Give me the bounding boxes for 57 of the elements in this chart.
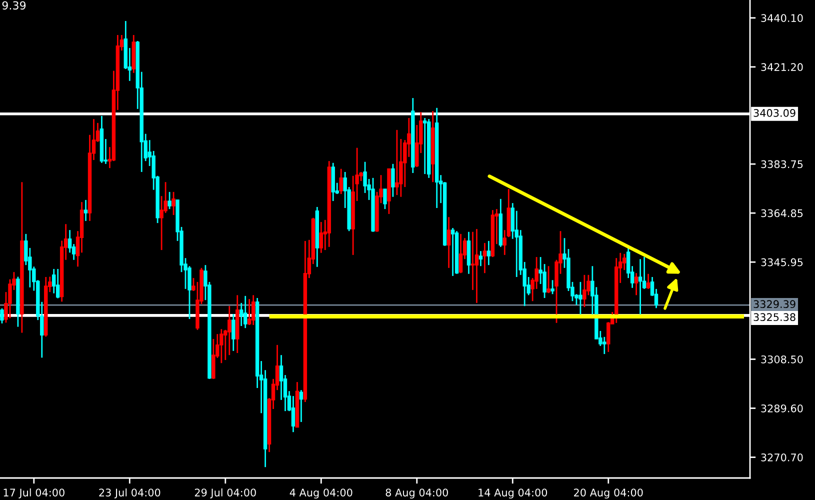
- candlestick: [243, 295, 248, 329]
- candlestick: [450, 227, 455, 277]
- candlestick: [251, 294, 256, 326]
- candlestick: [486, 240, 491, 266]
- annotation: 9.39: [2, 1, 26, 10]
- candlestick: [0, 308, 4, 324]
- candlestick: [84, 199, 88, 222]
- x-tick-label: 29 Jul 04:00: [194, 488, 256, 498]
- candlestick: [578, 281, 582, 317]
- x-tick-label: 4 Aug 04:00: [290, 488, 352, 498]
- candlestick: [606, 321, 610, 353]
- candlestick: [172, 191, 176, 216]
- candlestick: [423, 117, 427, 175]
- y-tick-label: 3270.70: [761, 453, 803, 462]
- candlestick: [228, 305, 232, 356]
- candlestick: [212, 338, 216, 380]
- candlestick: [474, 228, 479, 304]
- y-tick-label: 3289.60: [761, 404, 803, 412]
- candlestick: [478, 250, 483, 267]
- candlestick: [582, 274, 586, 308]
- y-tick-label: 3308.50: [761, 355, 803, 364]
- candlestick: [383, 188, 387, 210]
- candlestick: [220, 328, 224, 364]
- candlestick: [446, 216, 451, 269]
- y-tick-label: 3345.95: [761, 258, 803, 266]
- candlestick: [546, 265, 550, 294]
- ref-line-label: 3329.39: [754, 300, 796, 308]
- candlestick: [168, 191, 172, 210]
- x-tick-label: 20 Aug 04:00: [574, 488, 643, 498]
- candlestick: [395, 129, 399, 196]
- ref-line-label: 3325.38: [754, 313, 796, 322]
- candlestick: [646, 273, 650, 290]
- y-tick-label: 3421.20: [761, 63, 803, 72]
- candlestick: [52, 268, 56, 294]
- candlestick: [634, 272, 638, 296]
- candlestick: [550, 279, 554, 295]
- candlestick: [391, 163, 395, 198]
- candlestick: [232, 313, 236, 352]
- candlestick: [56, 268, 60, 299]
- x-tick-label: 8 Aug 04:00: [386, 488, 448, 498]
- y-tick-label: 3364.85: [761, 209, 803, 218]
- candlestick: [319, 221, 323, 254]
- candlestick: [638, 258, 642, 317]
- candlestick: [299, 389, 304, 423]
- candlestick: [470, 231, 475, 291]
- candlestick: [458, 233, 463, 274]
- x-tick-label: 23 Jul 04:00: [99, 488, 160, 498]
- x-tick-label: 14 Aug 04:00: [478, 488, 548, 498]
- candlestick: [602, 336, 606, 355]
- candlestick: [482, 242, 487, 274]
- candlestick: [339, 168, 343, 195]
- candlestick: [247, 298, 252, 326]
- ref-line-label: 3403.09: [754, 109, 796, 117]
- y-tick-label: 3440.10: [761, 14, 803, 22]
- x-tick-label: 17 Jul 04:00: [4, 488, 64, 498]
- candlestick: [291, 395, 296, 433]
- y-tick-label: 3383.75: [761, 160, 803, 168]
